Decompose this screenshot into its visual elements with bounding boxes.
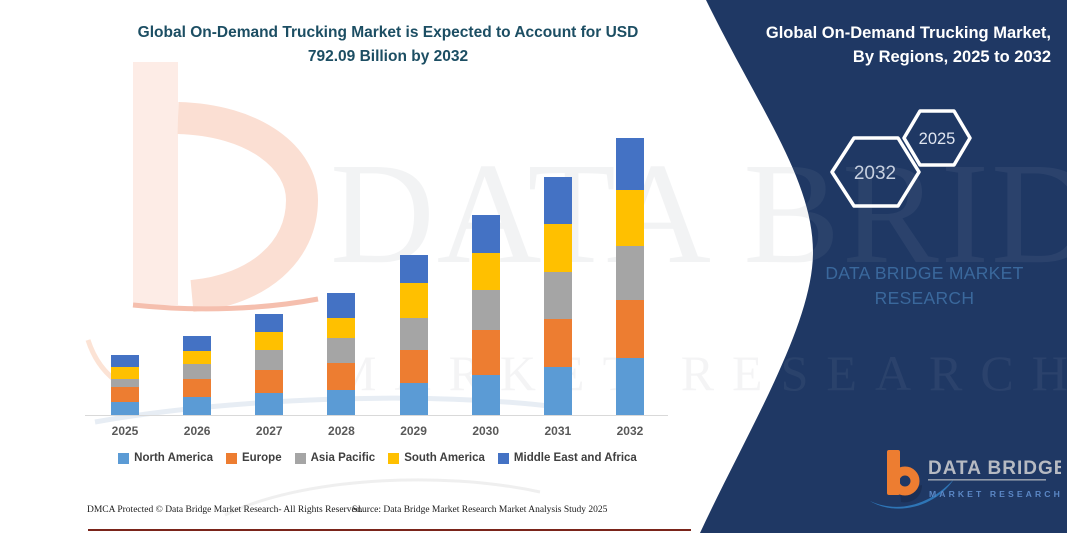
bar-segment-europe: [399, 349, 428, 383]
bar-segment-south-america: [471, 252, 500, 291]
hexagon-2025-label: 2025: [919, 130, 956, 148]
bar-segment-europe: [183, 379, 212, 398]
bar-segment-middle-east-and-africa: [471, 214, 500, 253]
bar-segment-europe: [471, 329, 500, 376]
bar-segment-europe: [543, 319, 572, 368]
legend-swatch-icon: [225, 452, 237, 464]
chart-legend: North America Europe Asia Pacific South Ame…: [85, 452, 670, 464]
bar-segment-south-america: [399, 282, 428, 318]
bar-segment-middle-east-and-africa: [615, 137, 644, 190]
logo-underline: [928, 479, 1046, 481]
footer-source-text: Source: Data Bridge Market Research Mark…: [352, 505, 608, 515]
x-tick-label: 2031: [544, 424, 572, 438]
bar-segment-north-america: [111, 402, 139, 415]
chart-title-line1: Global On-Demand Trucking Market is Expe…: [137, 24, 639, 41]
logo-wordmark: DATA BRIDGE: [928, 458, 1061, 479]
hexagon-2025-icon: [902, 109, 972, 167]
bar-segment-asia-pacific: [543, 272, 572, 320]
bar-segment-north-america: [615, 357, 644, 415]
hexagon-2032-icon: [830, 136, 921, 208]
x-tick-label: 2027: [255, 424, 283, 438]
panel-title-line1: Global On-Demand Trucking Market,: [765, 24, 1051, 42]
bar-segment-europe: [327, 362, 356, 390]
logo-tagline: MARKET RESEARCH: [929, 489, 1061, 499]
side-panel-shape: [700, 0, 1067, 533]
panel-brand-caption: DATA BRIDGE MARKET RESEARCH: [825, 263, 1024, 309]
chart-title: Global On-Demand Trucking Market is Expe…: [78, 21, 698, 69]
x-tick-label: 2029: [400, 424, 427, 438]
legend-item: Middle East and Africa: [497, 452, 637, 464]
bar-segment-middle-east-and-africa: [255, 314, 284, 333]
bar-segment-asia-pacific: [615, 245, 644, 300]
bar-segment-south-america: [111, 367, 139, 379]
bar-segment-europe: [111, 387, 139, 403]
bar-segment-asia-pacific: [111, 378, 139, 387]
x-axis-line: [85, 415, 668, 416]
x-tick-label: 2030: [472, 424, 500, 438]
bar-segment-north-america: [327, 389, 356, 415]
watermark-b-bowl: [177, 102, 319, 312]
bar-segment-europe: [255, 369, 284, 393]
watermark-ellipse: [224, 478, 541, 517]
legend-swatch-icon: [118, 452, 130, 464]
chart-title-line2: 792.09 Billion by 2032: [307, 48, 469, 66]
bar-segment-north-america: [399, 382, 428, 415]
bar-segment-middle-east-and-africa: [327, 292, 356, 318]
bar-segment-north-america: [183, 397, 212, 415]
legend-label: South America: [404, 452, 485, 464]
x-tick-label: 2032: [616, 424, 644, 438]
logo-swoosh-icon: [870, 479, 954, 509]
year-hexagons: 2032 2025: [830, 109, 972, 208]
watermark-b-baseline: [132, 296, 319, 312]
bar-segment-asia-pacific: [255, 349, 284, 370]
bar-segment-asia-pacific: [183, 364, 212, 380]
logo-b-bowl-icon: [890, 466, 920, 496]
bar-segment-middle-east-and-africa: [111, 355, 139, 368]
bar-segment-asia-pacific: [327, 337, 356, 363]
x-tick-label: 2026: [183, 424, 211, 438]
hexagon-2032-label: 2032: [854, 163, 896, 184]
bar-segment-asia-pacific: [471, 290, 500, 330]
panel-title-line2: By Regions, 2025 to 2032: [852, 47, 1051, 66]
bar-segment-south-america: [183, 351, 212, 365]
legend-item: South America: [388, 452, 485, 464]
watermark-b-stem: [133, 62, 178, 305]
footer-dmca-text: DMCA Protected © Data Bridge Market Rese…: [87, 505, 363, 515]
bar-segment-middle-east-and-africa: [543, 177, 572, 225]
legend-item: Asia Pacific: [294, 452, 376, 464]
bar-segment-north-america: [543, 367, 572, 415]
legend-swatch-icon: [497, 452, 509, 464]
legend-swatch-icon: [294, 452, 306, 464]
bar-segment-europe: [615, 299, 644, 358]
legend-item: North America: [118, 452, 213, 464]
legend-item: Europe: [225, 452, 282, 464]
bar-segment-north-america: [471, 375, 500, 415]
legend-swatch-icon: [388, 452, 400, 464]
legend-label: Europe: [241, 452, 282, 464]
data-bridge-logo: DATA BRIDGE MARKET RESEARCH: [870, 450, 1061, 509]
bar-segment-middle-east-and-africa: [399, 254, 428, 283]
bar-segment-asia-pacific: [399, 317, 428, 350]
bar-segment-middle-east-and-africa: [183, 336, 212, 352]
legend-label: North America: [134, 452, 213, 464]
bar-segment-south-america: [543, 224, 572, 273]
x-tick-label: 2028: [328, 424, 355, 438]
footer-rule: [88, 529, 691, 531]
bar-segment-south-america: [615, 189, 644, 246]
panel-title: Global On-Demand Trucking Market, By Reg…: [716, 22, 1051, 70]
bar-segment-north-america: [255, 392, 284, 415]
legend-label: Middle East and Africa: [513, 452, 637, 464]
bar-segment-south-america: [327, 317, 356, 338]
x-tick-label: 2025: [111, 424, 139, 438]
legend-label: Asia Pacific: [310, 452, 376, 464]
bar-segment-south-america: [255, 332, 284, 350]
